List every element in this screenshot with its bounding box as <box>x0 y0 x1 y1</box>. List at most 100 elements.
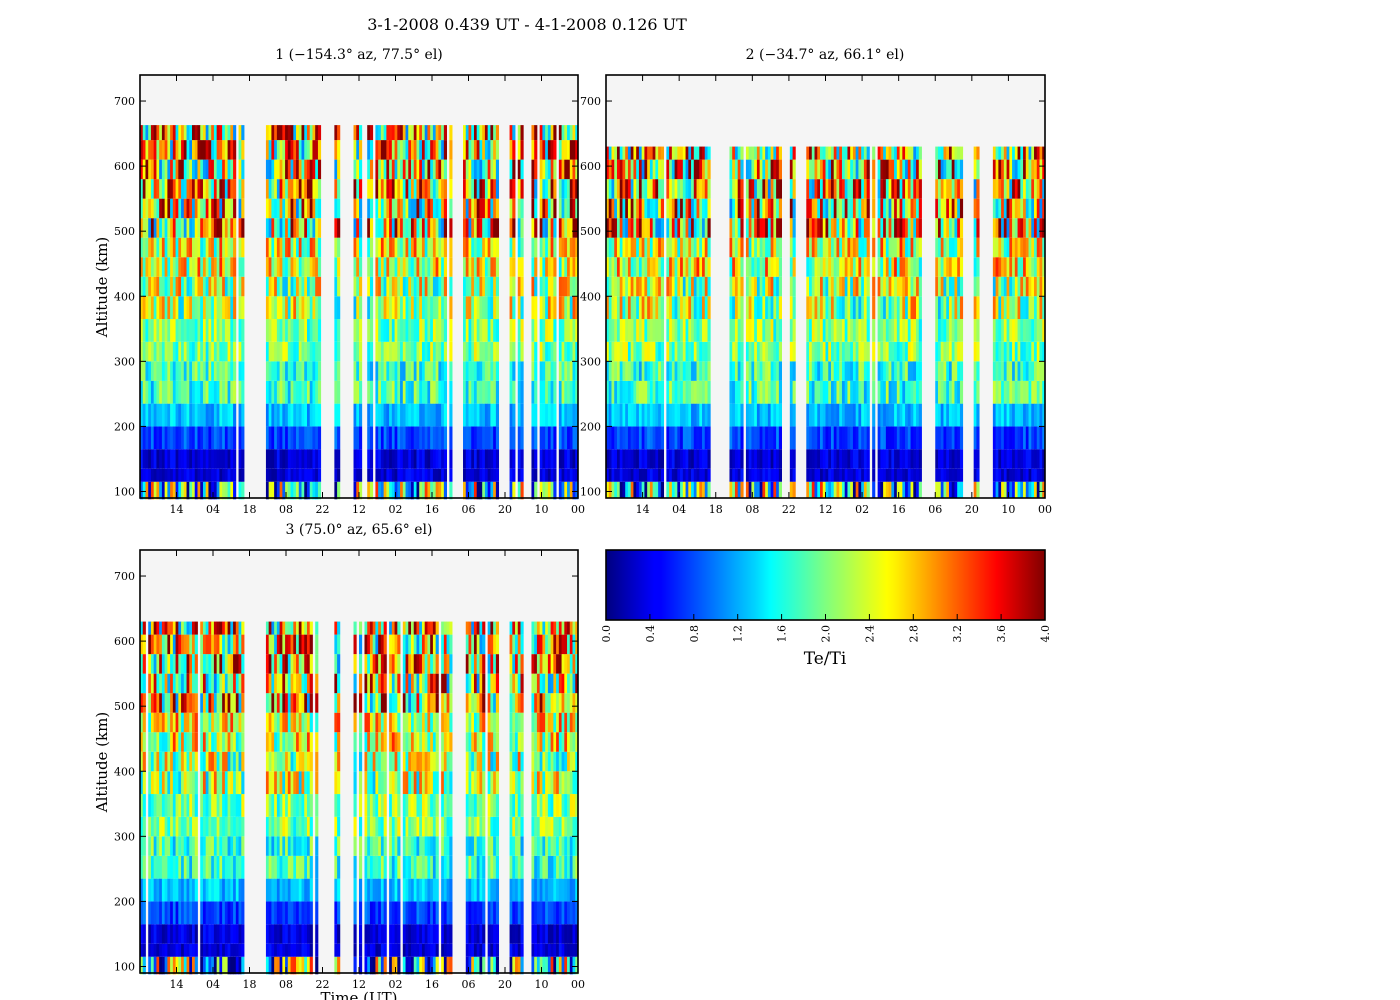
heatmap-cell <box>402 426 406 450</box>
heatmap-cell <box>378 257 382 277</box>
heatmap-cell <box>608 276 612 297</box>
heatmap-cell <box>315 198 319 219</box>
heatmap-cell <box>756 146 761 160</box>
heatmap-cell <box>954 276 958 297</box>
heatmap-cell <box>866 426 870 450</box>
heatmap-cell <box>265 198 270 219</box>
heatmap-cell <box>493 276 497 297</box>
heatmap-cell <box>1001 426 1005 450</box>
heatmap-cell <box>702 380 706 404</box>
heatmap-cell <box>219 468 223 482</box>
heatmap-cell <box>287 237 291 258</box>
heatmap-cell <box>159 816 163 837</box>
heatmap-cell <box>517 449 521 469</box>
heatmap-cell <box>194 140 198 160</box>
heatmap-cell <box>806 296 810 320</box>
heatmap-cell <box>424 237 428 258</box>
heatmap-cell <box>666 179 670 199</box>
heatmap-cell <box>490 319 494 342</box>
heatmap-cell <box>175 341 179 362</box>
heatmap-cell <box>170 751 174 772</box>
heatmap-cell <box>814 296 818 320</box>
heatmap-cell <box>233 426 237 450</box>
heatmap-cell <box>998 276 1002 297</box>
heatmap-cell <box>773 319 777 342</box>
heatmap-cell <box>671 380 675 404</box>
heatmap-cell <box>572 159 576 180</box>
heatmap-cell <box>644 276 648 297</box>
heatmap-cell <box>789 361 793 381</box>
heatmap-cell <box>572 218 576 238</box>
heatmap-cell <box>811 218 815 238</box>
heatmap-cell <box>419 179 423 199</box>
heatmap-cell <box>476 257 480 277</box>
heatmap-cell <box>998 403 1002 427</box>
heatmap-cell <box>416 403 420 427</box>
heatmap-cell <box>276 361 281 381</box>
heatmap-cell <box>896 237 900 258</box>
heatmap-cell <box>205 257 209 277</box>
heatmap-cell <box>946 403 950 427</box>
heatmap-cell <box>282 319 286 342</box>
heatmap-cell <box>1039 341 1043 362</box>
heatmap-cell <box>550 319 554 342</box>
heatmap-cell <box>830 198 835 219</box>
heatmap-cell <box>729 319 733 342</box>
heatmap-cell <box>836 403 840 427</box>
heatmap-cell <box>383 341 387 362</box>
heatmap-cell <box>181 257 185 277</box>
heatmap-cell <box>192 361 196 381</box>
heatmap-cell <box>792 218 796 238</box>
heatmap-cell <box>202 276 207 297</box>
heatmap-cell <box>935 481 939 498</box>
heatmap-cell <box>438 426 442 450</box>
heatmap-cell <box>424 198 428 219</box>
heatmap-cell <box>306 449 311 469</box>
heatmap-cell <box>296 296 300 320</box>
heatmap-cell <box>202 449 207 469</box>
heatmap-cell <box>1017 296 1021 320</box>
heatmap-cell <box>885 468 889 482</box>
heatmap-cell <box>279 159 283 180</box>
heatmap-cell <box>1023 296 1027 320</box>
heatmap-cell <box>745 319 750 342</box>
heatmap-cell <box>1023 449 1027 469</box>
heatmap-cell <box>778 237 782 258</box>
heatmap-cell <box>233 403 237 427</box>
heatmap-cell <box>153 140 157 160</box>
heatmap-cell <box>430 218 434 238</box>
heatmap-cell <box>729 218 733 238</box>
heatmap-cell <box>550 237 554 258</box>
heatmap-cell <box>271 319 275 342</box>
heatmap-cell <box>691 449 695 469</box>
heatmap-cell <box>1014 426 1018 450</box>
heatmap-cell <box>666 341 670 362</box>
heatmap-cell <box>271 468 275 482</box>
heatmap-cell <box>419 481 423 500</box>
heatmap-cell <box>172 878 176 902</box>
heatmap-cell <box>394 125 398 141</box>
heatmap-cell <box>699 426 703 450</box>
heatmap-cell <box>183 361 187 381</box>
heatmap-cell <box>918 449 922 469</box>
heatmap-cell <box>825 403 829 427</box>
heatmap-cell <box>159 732 163 752</box>
heatmap-cell <box>276 237 281 258</box>
heatmap-cell <box>172 125 176 141</box>
heatmap-cell <box>740 468 744 482</box>
heatmap-cell <box>473 125 478 141</box>
heatmap-cell <box>427 380 431 404</box>
heatmap-cell <box>224 159 228 180</box>
heatmap-cell <box>688 198 692 219</box>
y-tick-label: 400 <box>114 290 135 303</box>
heatmap-cell <box>172 943 176 957</box>
heatmap-cell <box>688 218 692 238</box>
heatmap-cell <box>638 319 643 342</box>
heatmap-cell <box>946 380 950 404</box>
heatmap-cell <box>1036 403 1040 427</box>
heatmap-cell <box>913 296 917 320</box>
heatmap-cell <box>194 198 198 219</box>
heatmap-cell <box>306 426 311 450</box>
heatmap-cell <box>833 426 837 450</box>
heatmap-cell <box>290 426 294 450</box>
